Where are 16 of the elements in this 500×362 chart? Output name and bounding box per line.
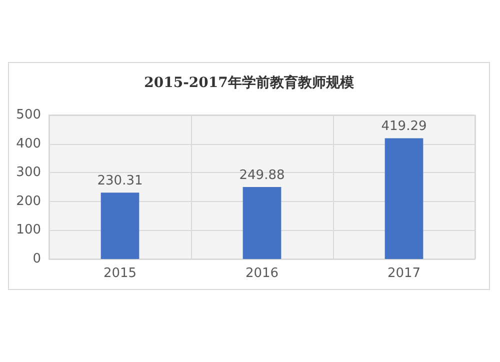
y-tick-label: 200 xyxy=(16,194,41,209)
x-tick-label: 2017 xyxy=(387,266,421,281)
bar xyxy=(100,192,140,259)
bar xyxy=(384,138,424,259)
data-label: 249.88 xyxy=(239,168,285,184)
data-label: 230.31 xyxy=(97,174,143,189)
bar xyxy=(242,187,282,259)
y-tick-label: 0 xyxy=(32,252,41,266)
x-tick-label: 2015 xyxy=(103,266,137,281)
data-label: 419.29 xyxy=(381,119,427,134)
y-tick-label: 300 xyxy=(16,165,41,180)
x-tick-label: 2016 xyxy=(245,266,279,281)
y-tick-label: 500 xyxy=(16,108,41,122)
y-tick-label: 400 xyxy=(16,136,41,152)
chart-title: 2015-2017年学前教育教师规模 xyxy=(144,74,355,91)
y-tick-label: 100 xyxy=(16,222,41,238)
